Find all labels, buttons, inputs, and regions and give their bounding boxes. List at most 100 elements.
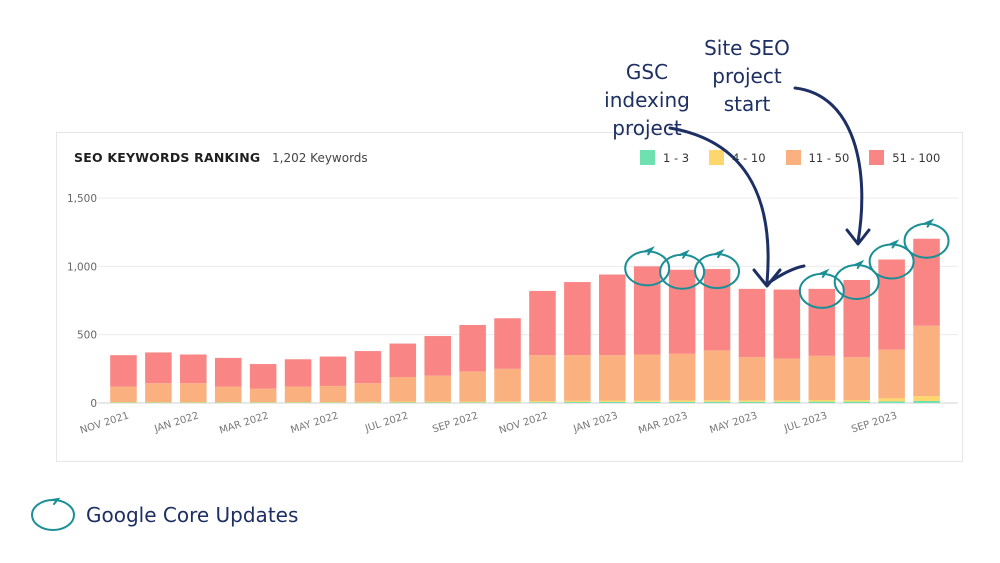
x-tick-label: MAR 2022 [218,410,270,436]
bar-11-50 [599,355,626,401]
chart-title: SEO KEYWORDS RANKING [74,150,261,165]
bar-4-10 [808,399,836,402]
bar-51-100 [319,356,347,386]
site-seo-arrow-head [845,228,871,246]
bar-11-50 [529,355,556,402]
x-tick-label: JAN 2022 [152,410,200,435]
bar-11-50 [319,385,347,403]
x-tick-label: SEP 2023 [850,410,898,435]
x-tick-label: MAR 2023 [637,410,689,436]
bar-11-50 [703,350,731,401]
gsc-arrow [668,126,770,285]
core-update-circle-tick [679,249,690,259]
bar-1-3 [913,400,940,403]
bar-51-100 [913,238,940,326]
core-update-circle-tick [714,248,725,259]
bar-1-3 [424,402,451,403]
gsc-arrow-head [752,268,782,288]
circle-icon [31,497,75,531]
x-tick-label: JUL 2023 [782,410,829,435]
legend-item-1-3[interactable]: 1 - 3 [640,150,689,165]
bar-11-50 [913,325,940,397]
bar-11-50 [145,383,172,403]
bar-51-100 [843,280,870,358]
bar-51-100 [284,359,312,387]
bar-11-50 [494,368,521,402]
x-tick-label: JAN 2023 [571,410,619,435]
bar-11-50 [249,388,277,403]
chart-legend: 1 - 3 4 - 10 11 - 50 51 - 100 [640,150,940,165]
bar-1-3 [808,401,836,403]
bar-11-50 [808,355,836,400]
bar-4-10 [843,399,870,402]
bar-11-50 [633,354,661,401]
legend-item-51-100[interactable]: 51 - 100 [869,150,940,165]
bar-51-100 [214,357,242,387]
core-update-circle-tick [853,259,865,269]
bar-1-3 [494,402,521,403]
bar-51-100 [354,351,382,384]
legend-label: 1 - 3 [663,150,690,165]
bar-4-10 [319,402,347,403]
x-tick-label: JUL 2022 [363,410,410,435]
bar-51-100 [424,336,451,376]
bar-11-50 [738,357,766,401]
legend-swatch [709,150,725,165]
bar-4-10 [564,400,591,403]
bar-11-50 [668,353,696,401]
bar-51-100 [145,352,172,384]
bar-11-50 [389,377,417,402]
legend-item-11-50[interactable]: 11 - 50 [785,150,849,165]
bar-11-50 [843,357,870,400]
site-seo-arrow [793,86,864,244]
bar-51-100 [738,288,766,358]
x-tick-label: MAY 2022 [289,410,339,436]
bar-1-3 [878,401,905,403]
bar-4-10 [738,400,766,402]
y-tick-label: 1,500 [67,193,97,205]
bar-51-100 [668,269,696,354]
bar-51-100 [633,266,661,355]
y-tick-label: 500 [77,330,97,342]
bar-11-50 [459,371,486,402]
x-tick-label: NOV 2021 [79,410,131,436]
bar-51-100 [564,282,591,356]
core-update-circle-tick [818,268,830,278]
bar-4-10 [145,402,172,403]
bar-4-10 [389,401,417,403]
bar-51-100 [110,355,137,387]
core-updates-label: Google Core Updates [86,503,299,527]
bar-4-10 [494,401,521,403]
bar-4-10 [249,402,277,403]
bar-11-50 [878,349,905,399]
legend-label: 4 - 10 [732,150,766,165]
bar-51-100 [599,274,626,356]
gsc-arrow-tail [765,264,806,286]
bar-51-100 [249,364,277,389]
bar-4-10 [913,396,940,401]
bar-1-3 [564,402,591,403]
bar-1-3 [773,401,801,403]
bar-51-100 [773,289,801,359]
legend-swatch [869,150,885,165]
bar-4-10 [110,402,137,403]
bar-1-3 [599,401,626,403]
bar-4-10 [529,401,556,403]
bar-11-50 [110,386,137,403]
legend-swatch [640,150,655,165]
bar-4-10 [599,400,626,402]
core-update-circle-tick [644,246,655,256]
bar-11-50 [564,355,591,401]
bar-51-100 [529,290,556,356]
bar-11-50 [284,386,312,403]
core-update-circle-tick [888,239,900,249]
legend-item-4-10[interactable]: 4 - 10 [709,150,766,165]
bar-4-10 [459,401,486,403]
bar-51-100 [808,288,836,356]
core-updates-legend: Google Core Updates [30,497,298,533]
annotation-site-seo: Site SEO project start [704,36,790,116]
bar-11-50 [180,383,207,403]
bar-1-3 [843,401,870,403]
bar-11-50 [354,383,382,402]
